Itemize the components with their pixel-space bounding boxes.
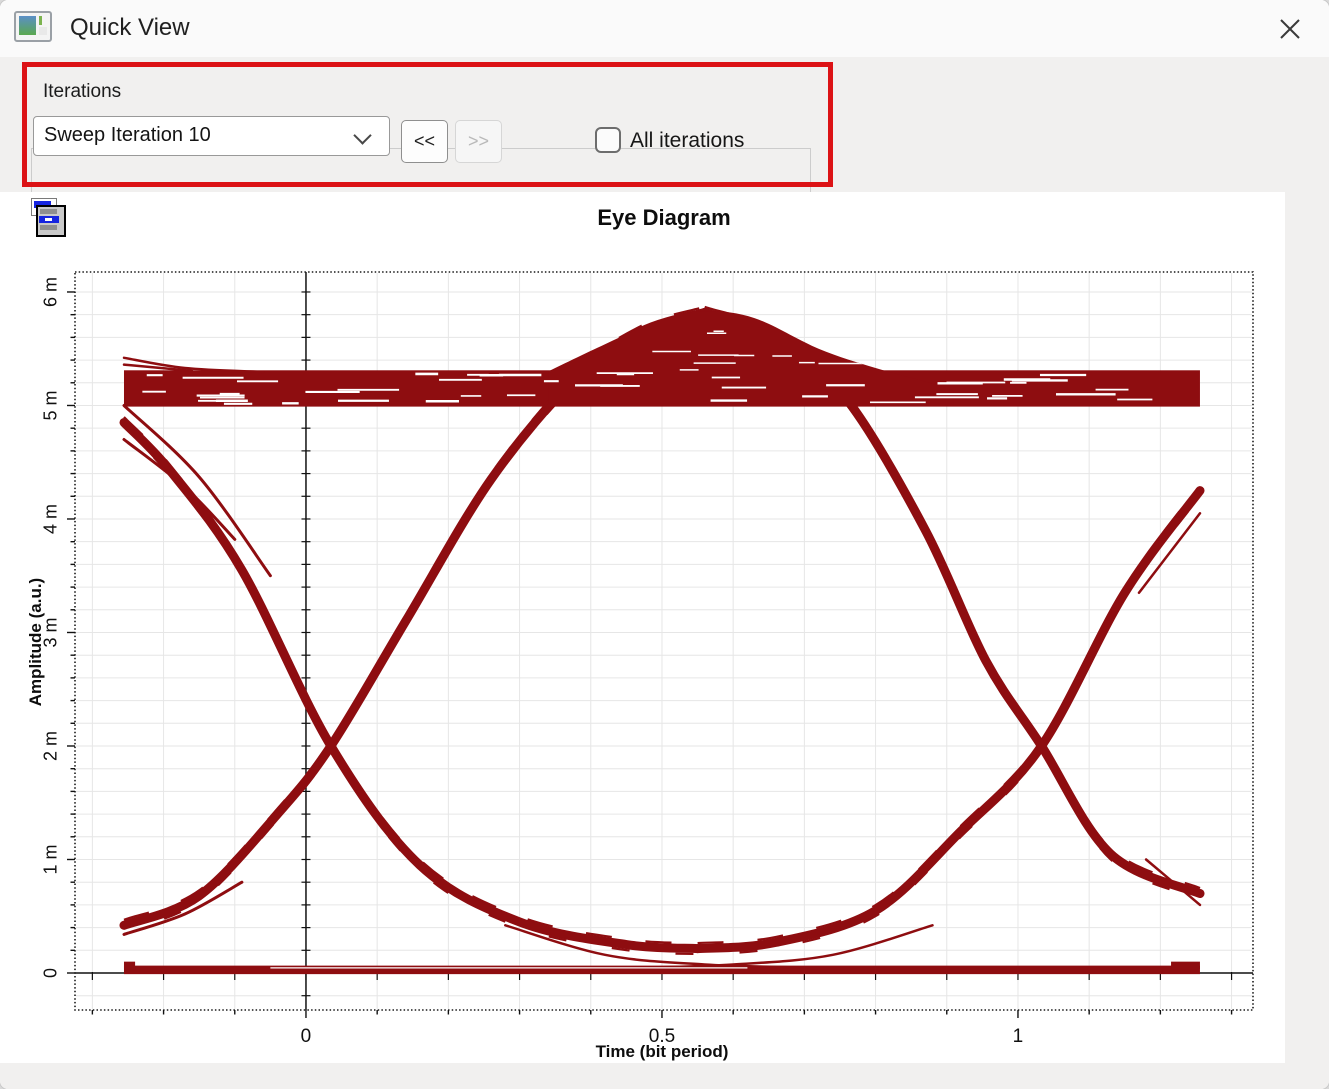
graph-tools-icon[interactable] [31, 198, 66, 237]
iteration-select[interactable]: Sweep Iteration 10 [33, 116, 390, 156]
frame-ticks [67, 291, 1233, 1018]
y-tick-label: 1 m [41, 844, 61, 874]
band-left-strand-1 [122, 356, 265, 374]
zero-approach-strand [504, 924, 820, 970]
rising-tip-strand [1137, 512, 1202, 595]
band-left-strand-2 [122, 363, 194, 373]
tick-labels: 0 1 m 2 m 3 m 4 m 5 m 6 m 0 0.5 1 [41, 277, 1024, 1047]
app-window-icon [14, 11, 52, 42]
zero-step-right [1171, 961, 1200, 970]
all-iterations-label: All iterations [630, 129, 745, 152]
y-tick-label: 6 m [41, 277, 61, 307]
window-title: Quick View [70, 14, 190, 41]
all-iterations-checkbox[interactable] [595, 127, 621, 153]
iterations-group-label: Iterations [38, 81, 127, 103]
title-bar: Quick View [0, 0, 1329, 57]
x-tick-label: 1 [1013, 1026, 1024, 1047]
x-axis-title: Time (bit period) [595, 1042, 729, 1061]
arch-tip-strand [1144, 858, 1202, 907]
falling-left-strand-2 [122, 438, 237, 541]
next-iteration-button: >> [455, 120, 502, 163]
y-tick-label: 0 [41, 968, 61, 978]
x-tick-label: 0.5 [649, 1026, 675, 1047]
close-icon [1280, 19, 1300, 39]
overshoot-hump [548, 311, 954, 404]
iteration-select-value: Sweep Iteration 10 [44, 124, 211, 146]
x-tick-label: 0 [301, 1026, 312, 1047]
plot-frame [74, 271, 1254, 1011]
falling-left-strand-1 [122, 404, 272, 578]
y-tick-label: 2 m [41, 731, 61, 761]
close-button[interactable] [1273, 12, 1307, 46]
plot-title: Eye Diagram [597, 205, 731, 230]
rising-edge [693, 486, 1205, 954]
right-margin [1285, 57, 1329, 1063]
zero-step-left [123, 961, 136, 970]
arch-left-strand [122, 880, 244, 936]
eye-traces [119, 305, 1205, 975]
falling-edge [119, 418, 703, 954]
previous-iteration-button[interactable]: << [401, 120, 448, 163]
zero-level-line [123, 965, 1200, 975]
zero-depart-strand [632, 924, 934, 970]
y-tick-label: 3 m [41, 617, 61, 647]
y-tick-label: 4 m [41, 504, 61, 534]
y-tick-label: 5 m [41, 390, 61, 420]
footer-strip [0, 1063, 1329, 1089]
